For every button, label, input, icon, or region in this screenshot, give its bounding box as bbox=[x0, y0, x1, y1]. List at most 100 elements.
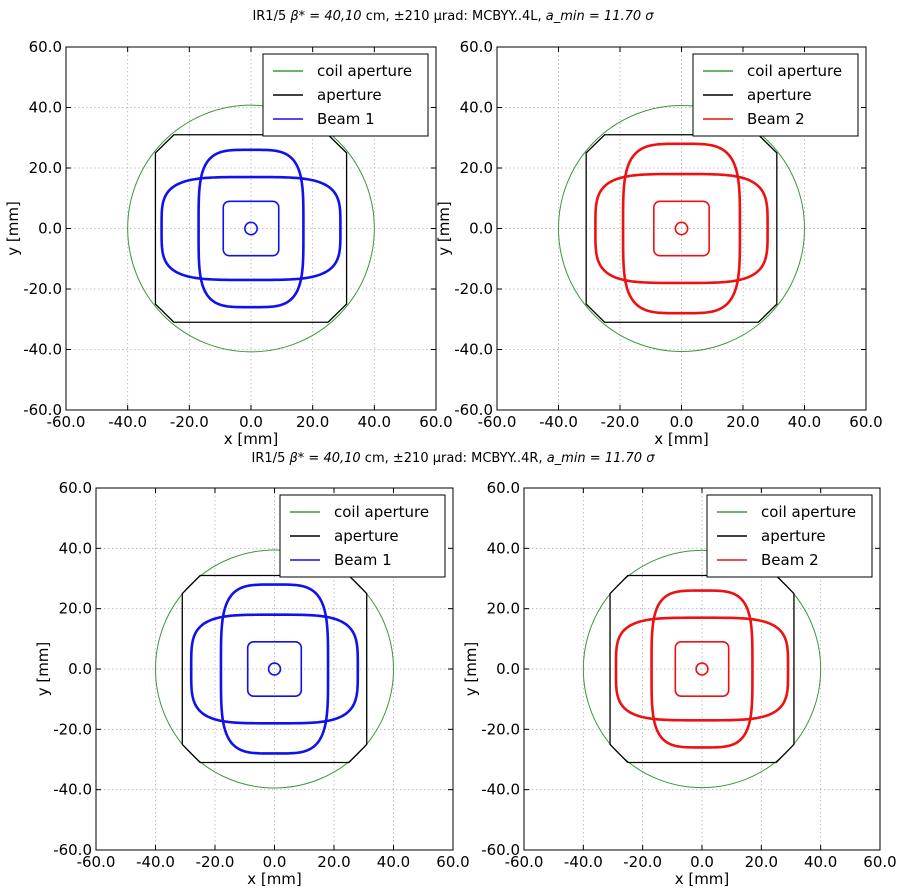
row-2-title-beta: β* = 40,10 bbox=[288, 451, 360, 466]
x-tick-label: -40.0 bbox=[539, 413, 578, 431]
panel-top-right: -60.0 -40.0 -20.0 0.0 20.0 40.0 60.0 -60.0 -40.0… bbox=[435, 38, 883, 448]
y-tick-label: -60.0 bbox=[53, 841, 92, 859]
y-tick-label: 60.0 bbox=[487, 479, 520, 497]
beam-envelope-3 bbox=[621, 142, 742, 315]
y-tick-label: 0.0 bbox=[469, 220, 493, 238]
x-tick-label: -60.0 bbox=[505, 853, 544, 871]
series-aperture bbox=[181, 574, 368, 764]
y-tick-label: 40.0 bbox=[29, 99, 62, 117]
series-aperture bbox=[609, 574, 795, 764]
row-1-title-prefix: IR1/5 bbox=[252, 9, 286, 24]
x-tick-label: 40.0 bbox=[788, 413, 821, 431]
y-tick-label: 40.0 bbox=[59, 539, 92, 557]
series-beam-1 bbox=[189, 583, 360, 755]
x-tick-label: 40.0 bbox=[358, 413, 391, 431]
y-tick-label: 40.0 bbox=[460, 99, 493, 117]
beam-inner-envelope bbox=[246, 641, 303, 697]
y-tick-label: -20.0 bbox=[23, 280, 62, 298]
row-2-title-urad: μrad: MCBYY..4R, bbox=[433, 451, 543, 466]
y-tick-label: 60.0 bbox=[59, 479, 92, 497]
x-tick-label: 0.0 bbox=[239, 413, 263, 431]
x-tick-label: -60.0 bbox=[77, 853, 116, 871]
x-tick-label: 60.0 bbox=[849, 413, 882, 431]
series-coil-aperture bbox=[558, 105, 805, 352]
y-tick-label: -60.0 bbox=[481, 841, 520, 859]
y-tick-label: 20.0 bbox=[59, 600, 92, 618]
legend-entry-beam-2: Beam 2 bbox=[747, 110, 805, 128]
y-tick-label: 0.0 bbox=[496, 660, 520, 678]
series-coil-aperture bbox=[127, 104, 375, 353]
series-aperture bbox=[154, 134, 348, 323]
legend-entry-coil-aperture: coil aperture bbox=[334, 503, 429, 521]
series-beam-2 bbox=[594, 142, 769, 315]
series-beam-1 bbox=[160, 148, 342, 309]
y-tick-label: -60.0 bbox=[454, 401, 493, 419]
y-axis-label: y [mm] bbox=[435, 201, 453, 256]
row-1-title: IR1/5 β* = 40,10 cm, ±210 μrad: MCBYY..4… bbox=[252, 9, 654, 24]
y-tick-label: 0.0 bbox=[68, 660, 92, 678]
series-coil-aperture bbox=[582, 549, 822, 789]
y-tick-label: 60.0 bbox=[29, 38, 62, 56]
row-1-title-urad: μrad: MCBYY..4L, bbox=[434, 9, 542, 24]
y-axis-label: y [mm] bbox=[4, 201, 22, 256]
panel-bottom-right: -60.0 -40.0 -20.0 0.0 20.0 40.0 60.0 -60.0 -40.0… bbox=[462, 479, 897, 888]
y-tick-label: -40.0 bbox=[53, 781, 92, 799]
y-tick-label: 40.0 bbox=[487, 539, 520, 557]
x-tick-label: -20.0 bbox=[623, 853, 662, 871]
y-axis-label: y [mm] bbox=[34, 642, 52, 697]
x-axis-label: x [mm] bbox=[675, 870, 730, 888]
row-2-title: IR1/5 β* = 40,10 cm, ±210 μrad: MCBYY..4… bbox=[252, 451, 656, 466]
legend-entry-coil-aperture: coil aperture bbox=[317, 62, 412, 80]
legend-entry-aperture: aperture bbox=[761, 527, 826, 545]
x-tick-label: -60.0 bbox=[47, 413, 86, 431]
x-tick-label: 60.0 bbox=[863, 853, 896, 871]
legend-entry-coil-aperture: coil aperture bbox=[761, 503, 856, 521]
x-axis-label: x [mm] bbox=[654, 430, 709, 448]
series-aperture bbox=[585, 134, 778, 323]
x-tick-label: -20.0 bbox=[601, 413, 640, 431]
y-tick-label: 20.0 bbox=[487, 600, 520, 618]
beam-envelope-2 bbox=[614, 616, 790, 722]
panel-top-left: -60.0 -40.0 -20.0 0.0 20.0 40.0 60.0 -60.0 -40.0… bbox=[4, 38, 453, 448]
row-2-title-prefix: IR1/5 bbox=[252, 451, 286, 466]
legend-entry-beam-1: Beam 1 bbox=[317, 110, 375, 128]
legend-entry-aperture: aperture bbox=[317, 86, 382, 104]
beam-envelope-2 bbox=[594, 172, 769, 285]
beam-envelope-3 bbox=[219, 583, 330, 755]
y-tick-label: -40.0 bbox=[454, 341, 493, 359]
legend: coil aperture aperture Beam 2 bbox=[692, 53, 859, 137]
legend-entry-beam-1: Beam 1 bbox=[334, 551, 392, 569]
row-2-title-mid: cm, bbox=[365, 451, 389, 466]
x-axis-label: x [mm] bbox=[224, 430, 279, 448]
x-tick-label: -40.0 bbox=[564, 853, 603, 871]
row-1-title-beta: β* = 40,10 bbox=[289, 9, 361, 24]
x-tick-label: 40.0 bbox=[377, 853, 410, 871]
y-tick-label: -20.0 bbox=[454, 280, 493, 298]
x-tick-label: 0.0 bbox=[670, 413, 694, 431]
row-1-title-sigma: σ bbox=[645, 9, 654, 24]
x-tick-label: 40.0 bbox=[804, 853, 837, 871]
beam-inner-envelope bbox=[653, 200, 710, 257]
x-tick-label: -20.0 bbox=[196, 853, 235, 871]
beam-core-ring bbox=[244, 221, 258, 236]
y-tick-label: -20.0 bbox=[481, 720, 520, 738]
x-tick-label: 0.0 bbox=[690, 853, 714, 871]
legend-entry-aperture: aperture bbox=[334, 527, 399, 545]
legend-entry-beam-2: Beam 2 bbox=[761, 551, 819, 569]
y-tick-label: 20.0 bbox=[460, 159, 493, 177]
row-1-title-mid: cm, bbox=[366, 9, 390, 24]
y-tick-label: 60.0 bbox=[460, 38, 493, 56]
x-tick-label: 20.0 bbox=[745, 853, 778, 871]
beam-envelope-2 bbox=[189, 613, 360, 725]
x-tick-label: 0.0 bbox=[263, 853, 287, 871]
legend: coil aperture aperture Beam 1 bbox=[279, 494, 446, 578]
row-1-title-pm: ±210 bbox=[394, 9, 430, 24]
legend-entry-coil-aperture: coil aperture bbox=[747, 62, 842, 80]
x-tick-label: 60.0 bbox=[419, 413, 452, 431]
panel-bottom-left: -60.0 -40.0 -20.0 0.0 20.0 40.0 60.0 -60.0 -40.0… bbox=[34, 479, 470, 888]
row-2-title-sigma: σ bbox=[646, 451, 655, 466]
x-tick-label: 20.0 bbox=[726, 413, 759, 431]
x-tick-label: -20.0 bbox=[170, 413, 209, 431]
y-tick-label: 20.0 bbox=[29, 159, 62, 177]
